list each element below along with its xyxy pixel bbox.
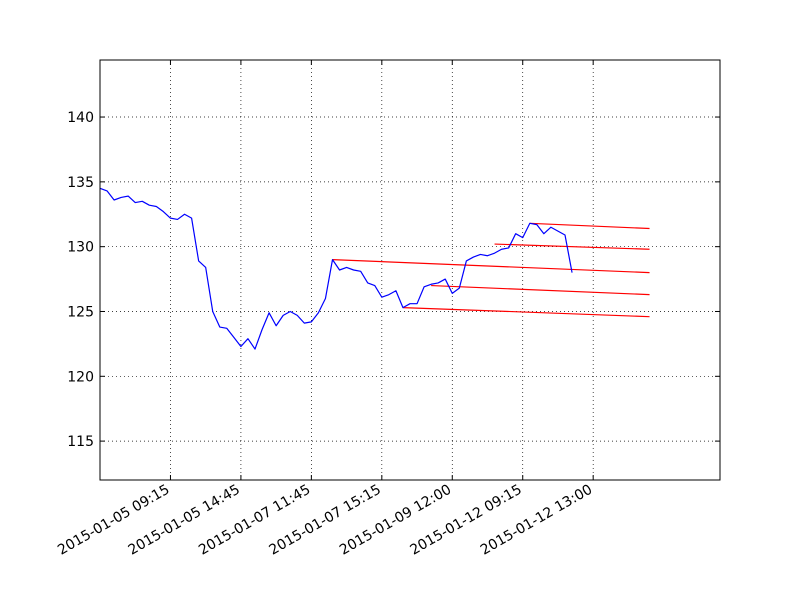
- y-tick-label: 135: [67, 175, 94, 191]
- trend-line: [431, 284, 650, 296]
- trend-line: [402, 306, 650, 318]
- trend-lines: [332, 222, 650, 318]
- y-tick-label: 125: [67, 304, 94, 320]
- plot-frame: [99, 59, 721, 481]
- y-tick-label: 120: [67, 369, 94, 385]
- y-tick-label: 115: [67, 434, 94, 450]
- price-series-line: [99, 187, 573, 350]
- trend-line: [332, 259, 650, 274]
- series-group: [99, 187, 573, 350]
- plot-area: [100, 60, 720, 480]
- trend-line: [529, 222, 650, 230]
- trend-line: [494, 243, 650, 250]
- y-tick-label: 130: [67, 240, 94, 256]
- y-tick-label: 140: [67, 110, 94, 126]
- grid: [100, 60, 720, 480]
- x-tick-label: 2015-01-05 09:15: [55, 482, 172, 559]
- y-axis: 115 120 125 130 135 140: [67, 110, 720, 450]
